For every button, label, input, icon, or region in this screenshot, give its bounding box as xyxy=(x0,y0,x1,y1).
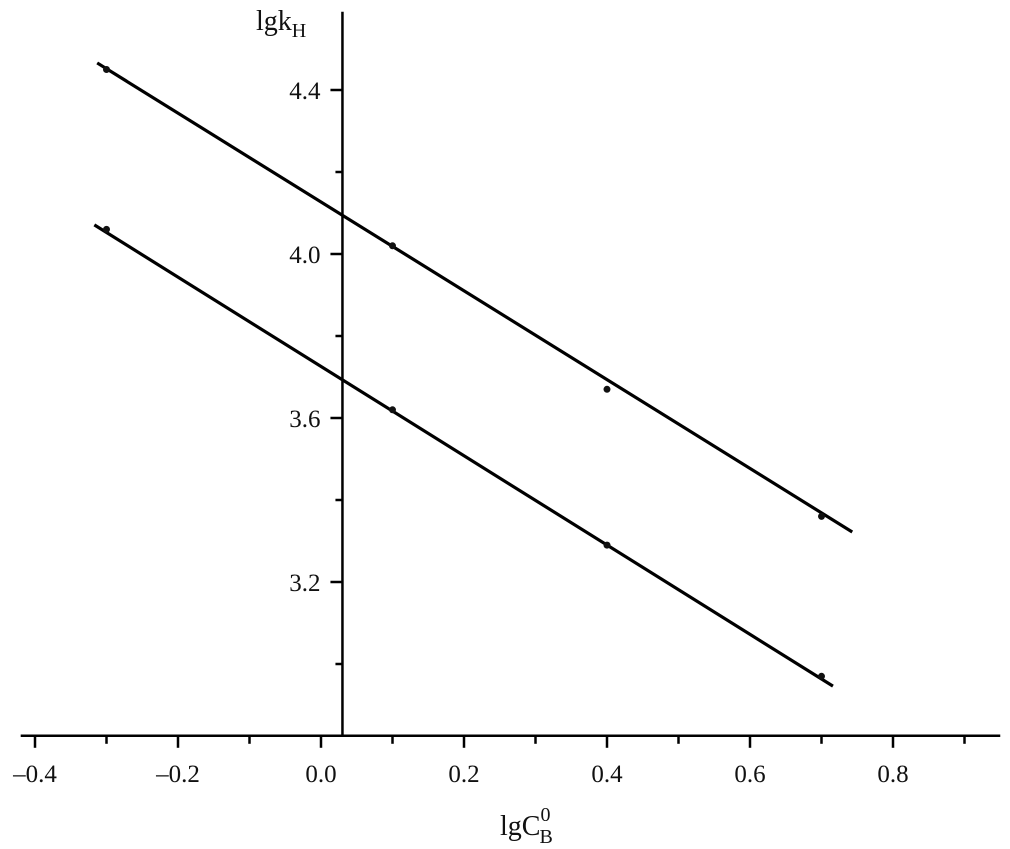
y-tick-label: 4.0 xyxy=(289,242,320,269)
data-point-upper xyxy=(603,385,611,393)
x-tick-label: 0.4 xyxy=(591,761,623,788)
x-tick-label: –0.4 xyxy=(12,761,57,788)
data-point-lower xyxy=(603,541,611,549)
x-tick-label: 0.8 xyxy=(877,761,908,788)
data-point-upper xyxy=(818,512,825,520)
x-tick-label: 0.2 xyxy=(448,761,479,788)
y-axis-title: lgkH xyxy=(256,6,306,42)
y-tick-label: 3.2 xyxy=(289,570,320,597)
data-point-upper xyxy=(103,66,110,73)
y-tick-label: 3.6 xyxy=(289,406,320,433)
chart-marks xyxy=(93,61,854,688)
fit-line-lower xyxy=(93,223,834,688)
y-tick-label: 4.4 xyxy=(289,78,321,105)
x-tick-label: 0.0 xyxy=(305,761,336,788)
x-tick-label: –0.2 xyxy=(155,761,200,788)
axes: –0.4 –0.2 0.0 0.2 0.4 0.6 0.8 3.2 3.6 4.0 4.4 xyxy=(12,11,1001,788)
x-tick-label: 0.6 xyxy=(734,761,765,788)
x-axis-title: lgC0 B xyxy=(500,804,553,848)
data-point-lower xyxy=(103,225,110,233)
data-point-lower xyxy=(389,406,396,414)
data-point-lower xyxy=(818,672,825,680)
fit-line-upper xyxy=(96,61,854,534)
data-point-upper xyxy=(389,242,396,250)
